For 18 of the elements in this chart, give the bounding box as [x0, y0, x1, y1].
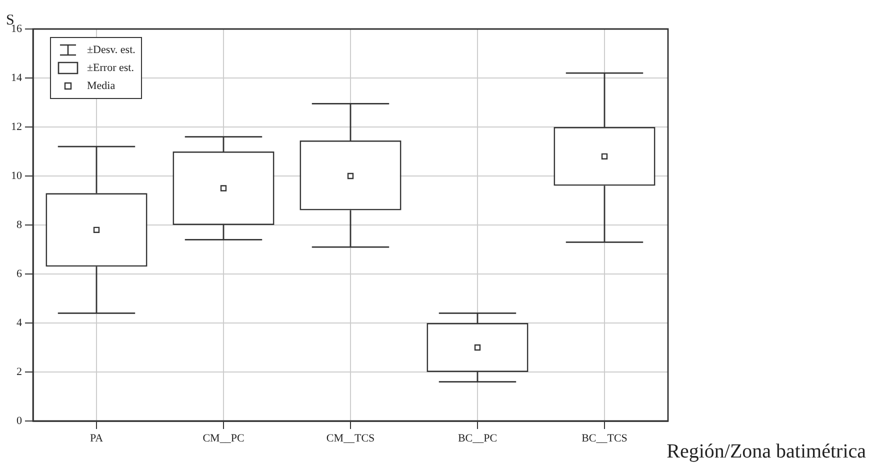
x-axis-title: Región/Zona batimétrica — [666, 440, 866, 462]
y-tick-label: 14 — [11, 72, 22, 84]
y-tick-label: 12 — [11, 120, 22, 133]
y-tick-label: 2 — [16, 366, 22, 378]
x-tick-label: CM__PC — [202, 432, 244, 444]
annotation: ±Error est. — [87, 62, 134, 74]
annotation: ±Desv. est. — [87, 44, 136, 56]
x-tick-label: CM__TCS — [326, 432, 375, 444]
y-tick-label: 0 — [16, 414, 22, 427]
y-tick-label: 8 — [16, 218, 22, 231]
annotation: Media — [87, 80, 116, 92]
y-tick-label: 10 — [11, 170, 22, 182]
y-tick-label: 4 — [16, 316, 22, 329]
x-tick-label: BC__TCS — [582, 432, 628, 444]
y-tick-label: 6 — [16, 268, 22, 280]
x-tick-label: BC__PC — [458, 432, 498, 444]
key-panel: ±Desv. est. ±Error est. Media — [50, 37, 142, 99]
x-tick-label: PA — [90, 432, 104, 444]
